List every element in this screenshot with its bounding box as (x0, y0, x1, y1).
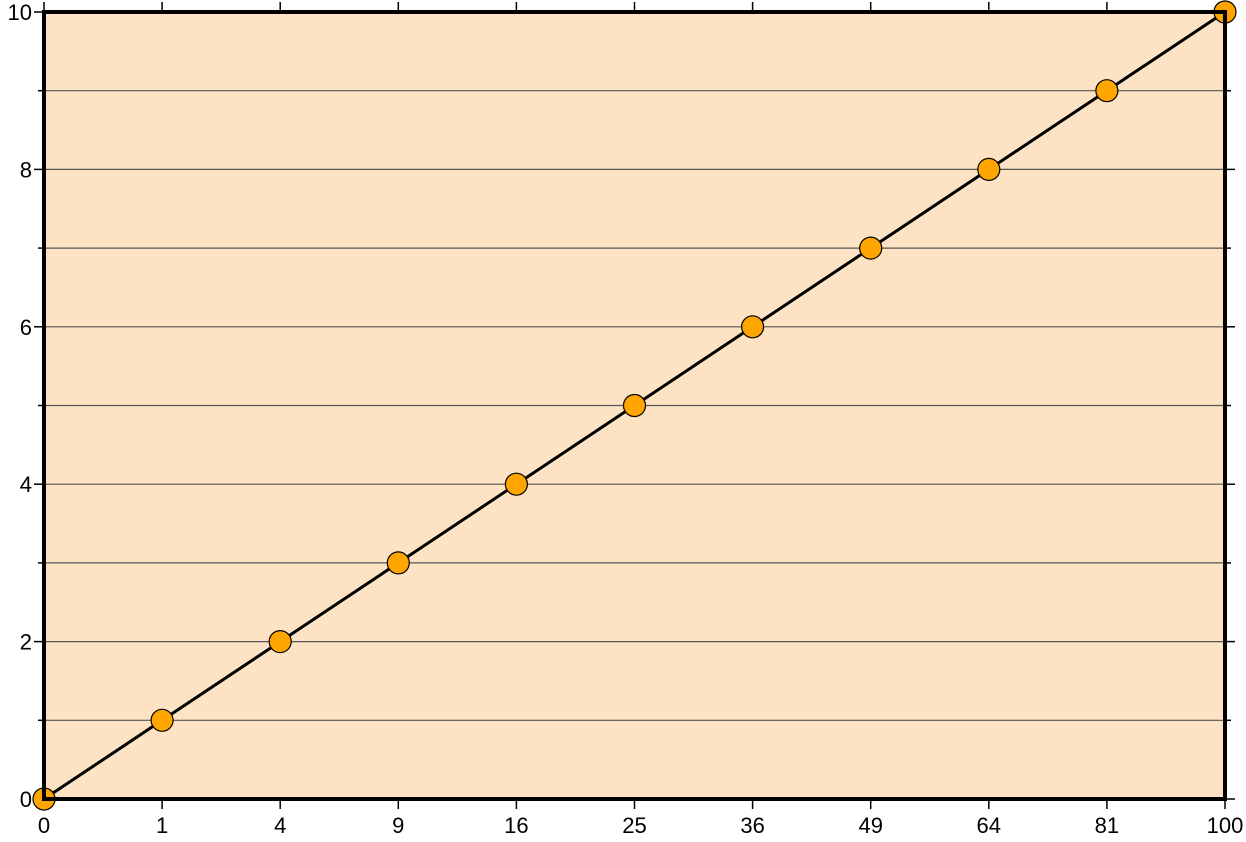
plot-frame (42, 10, 1227, 801)
y-tick-label: 2 (20, 630, 32, 655)
data-point (150, 708, 174, 732)
x-tick-label: 0 (38, 813, 50, 837)
data-point (504, 472, 529, 496)
data-point (740, 315, 765, 339)
x-tick-label: 9 (392, 813, 404, 837)
y-tick-label: 10 (8, 0, 32, 25)
data-point (859, 236, 883, 260)
x-tick-label: 36 (740, 813, 764, 837)
x-tick-label: 81 (1095, 813, 1119, 837)
data-point (1095, 79, 1119, 103)
y-tick-label: 6 (20, 315, 32, 340)
series (32, 0, 1237, 811)
y-tick-label: 8 (20, 157, 32, 182)
data-point (268, 629, 292, 654)
grid (44, 90, 1225, 721)
x-tick-label: 100 (1207, 813, 1244, 837)
x-tick-label: 25 (622, 813, 646, 837)
y-tick-label: 4 (20, 472, 32, 497)
data-point (977, 157, 1001, 181)
x-tick-label: 4 (274, 813, 286, 837)
data-point (622, 393, 647, 418)
x-tick-label: 1 (156, 813, 168, 837)
data-point (386, 551, 410, 575)
x-tick-label: 16 (504, 813, 528, 837)
x-tick-label: 49 (858, 813, 882, 837)
y-tick-label: 0 (20, 787, 32, 812)
x-tick-label: 64 (977, 813, 1001, 837)
